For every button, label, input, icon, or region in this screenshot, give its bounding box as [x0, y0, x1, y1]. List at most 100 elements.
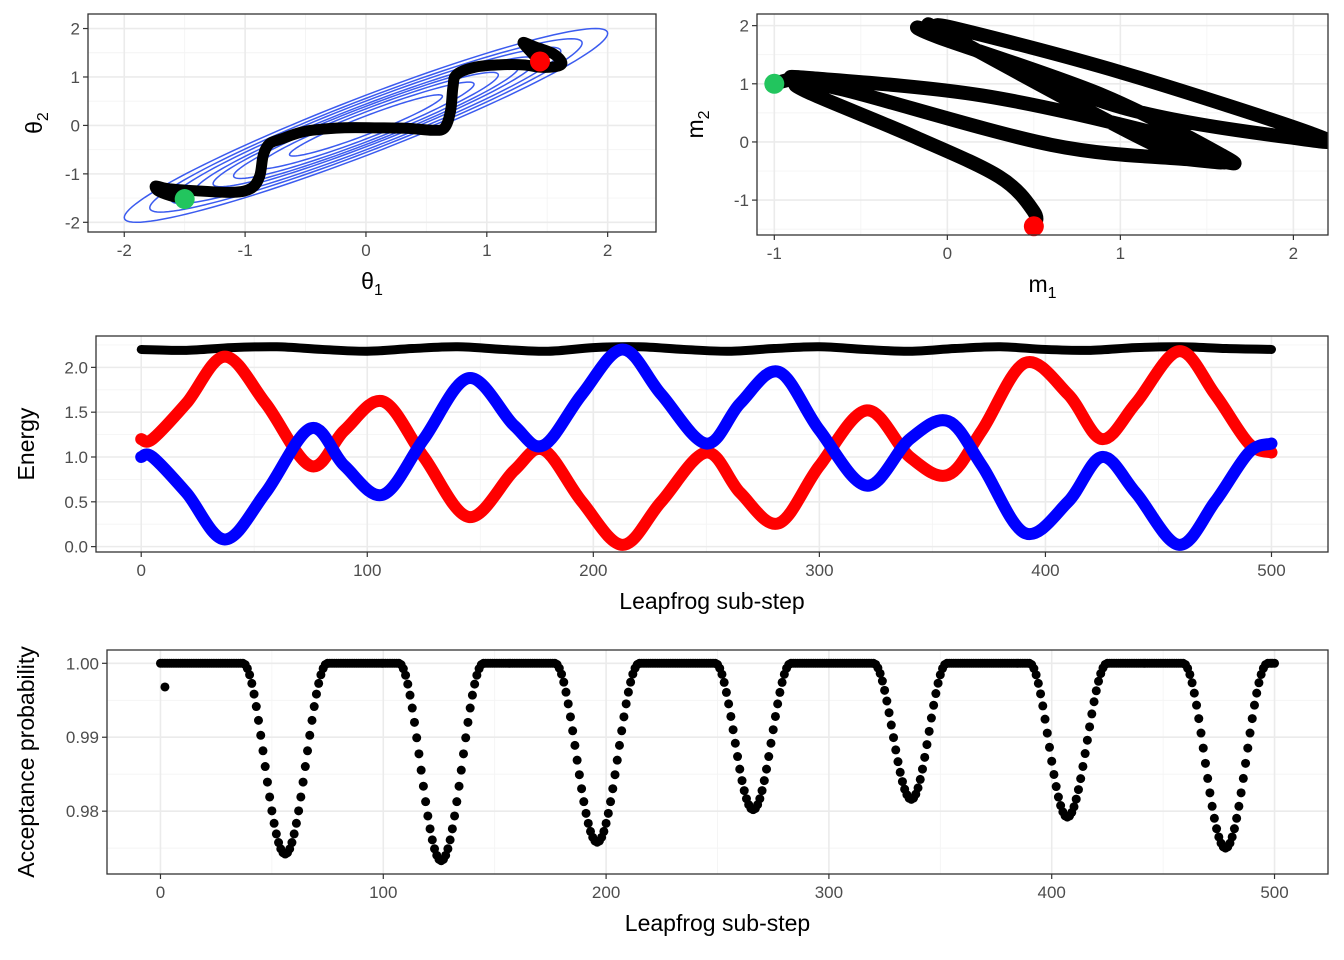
acceptance-point: [880, 685, 890, 695]
acceptance-point: [1241, 758, 1251, 768]
acceptance-point: [877, 676, 887, 686]
acceptance-point: [570, 740, 580, 750]
acceptance-point: [601, 818, 611, 828]
acceptance-point: [1042, 728, 1052, 738]
theta-start-point: [174, 189, 195, 210]
acceptance-point: [617, 726, 627, 736]
acceptance-point: [626, 677, 636, 687]
acceptance-point: [245, 670, 255, 680]
acceptance-point: [1200, 758, 1210, 768]
acceptance-point: [762, 764, 772, 774]
energy-series-1-line: [135, 345, 1278, 551]
acceptance-point: [621, 699, 631, 709]
acceptance-x-tick-label: 300: [815, 883, 843, 902]
acceptance-point: [724, 699, 734, 709]
acceptance-point: [311, 689, 321, 699]
acceptance-point: [262, 777, 272, 787]
acceptance-point: [577, 784, 587, 794]
acceptance-point: [775, 687, 785, 697]
theta-panel-border: [87, 13, 657, 233]
momentum-start-point: [764, 73, 785, 94]
acceptance-point: [407, 703, 417, 713]
acceptance-point: [267, 806, 277, 816]
acceptance-point: [574, 770, 584, 780]
acceptance-point: [623, 687, 633, 697]
acceptance-point: [1236, 788, 1246, 798]
theta-end-point: [529, 51, 550, 72]
acceptance-x-tick-label: 400: [1038, 883, 1066, 902]
acceptance-point: [467, 690, 477, 700]
acceptance-point: [884, 708, 894, 718]
acceptance-point: [922, 740, 932, 750]
acceptance-point: [733, 752, 743, 762]
momentum-panel-border: [756, 13, 1329, 236]
energy-y-tick-label: 0.0: [64, 538, 88, 557]
acceptance-point: [1205, 788, 1215, 798]
acceptance-point: [294, 806, 304, 816]
acceptance-point: [768, 725, 778, 735]
acceptance-point: [450, 811, 460, 821]
acceptance-x-tick-label: 500: [1260, 883, 1288, 902]
acceptance-point: [1031, 670, 1041, 680]
energy-panel-border: [95, 335, 1329, 553]
acceptance-point: [1073, 785, 1083, 795]
momentum-end-point: [1023, 216, 1044, 237]
acceptance-point: [913, 783, 923, 793]
energy-y-tick-label: 0.5: [64, 493, 88, 512]
acceptance-point: [929, 700, 939, 710]
acceptance-point: [289, 829, 299, 839]
acceptance-point: [421, 797, 431, 807]
acceptance-panel-border: [106, 649, 1329, 875]
acceptance-point: [309, 702, 319, 712]
acceptance-point: [456, 765, 466, 775]
momentum-x-axis-title: m1: [1028, 271, 1056, 302]
acceptance-point: [260, 762, 270, 772]
acceptance-point: [565, 712, 575, 722]
acceptance-point: [1198, 743, 1208, 753]
acceptance-point: [1249, 700, 1259, 710]
acceptance-point: [1085, 722, 1095, 732]
acceptance-point: [1252, 688, 1262, 698]
acceptance-y-tick-label: 0.98: [66, 802, 99, 821]
acceptance-point: [1270, 658, 1280, 668]
acceptance-point: [608, 784, 618, 794]
acceptance-point: [465, 703, 475, 713]
acceptance-point: [414, 749, 424, 759]
acceptance-point: [265, 792, 275, 802]
acceptance-point: [882, 696, 892, 706]
acceptance-point: [1051, 782, 1061, 792]
acceptance-point: [583, 818, 593, 828]
acceptance-point: [755, 794, 765, 804]
acceptance-point: [875, 668, 885, 678]
momentum-trajectory-line: [767, 17, 1328, 234]
acceptance-point: [1078, 761, 1088, 771]
theta-x-tick-label: 0: [361, 241, 370, 260]
energy-y-tick-label: 1.0: [64, 448, 88, 467]
momentum-y-tick-label: -1: [734, 191, 749, 210]
acceptance-point: [287, 838, 297, 848]
acceptance-point: [423, 811, 433, 821]
acceptance-point: [1245, 728, 1255, 738]
acceptance-point: [886, 720, 896, 730]
acceptance-point: [412, 733, 422, 743]
acceptance-y-tick-label: 1.00: [66, 654, 99, 673]
acceptance-point: [561, 687, 571, 697]
acceptance-point: [447, 824, 457, 834]
theta-contours: [123, 27, 609, 224]
theta-y-tick-label: 1: [71, 68, 80, 87]
acceptance-point: [1212, 824, 1222, 834]
theta-x-tick-label: -1: [238, 241, 253, 260]
energy-panel: 0 100 200 300 400 500 0.0 0.5 1.0 1.5 2.0 Leapfrog …: [13, 335, 1329, 614]
theta-panel: -2 -1 0 1 2 -2 -1 0 1 2 θ1 θ2: [21, 13, 657, 299]
acceptance-panel: 0 100 200 300 400 500 0.98 0.99 1.00 Leapfrog sub…: [13, 646, 1329, 936]
acceptance-point: [891, 745, 901, 755]
acceptance-point: [1082, 735, 1092, 745]
acceptance-x-axis-title: Leapfrog sub-step: [625, 910, 810, 936]
acceptance-point: [721, 687, 731, 697]
momentum-y-tick-label: 2: [740, 17, 749, 36]
acceptance-point: [1091, 686, 1101, 696]
acceptance-point: [269, 818, 279, 828]
acceptance-point: [314, 678, 324, 688]
acceptance-point: [1049, 769, 1059, 779]
